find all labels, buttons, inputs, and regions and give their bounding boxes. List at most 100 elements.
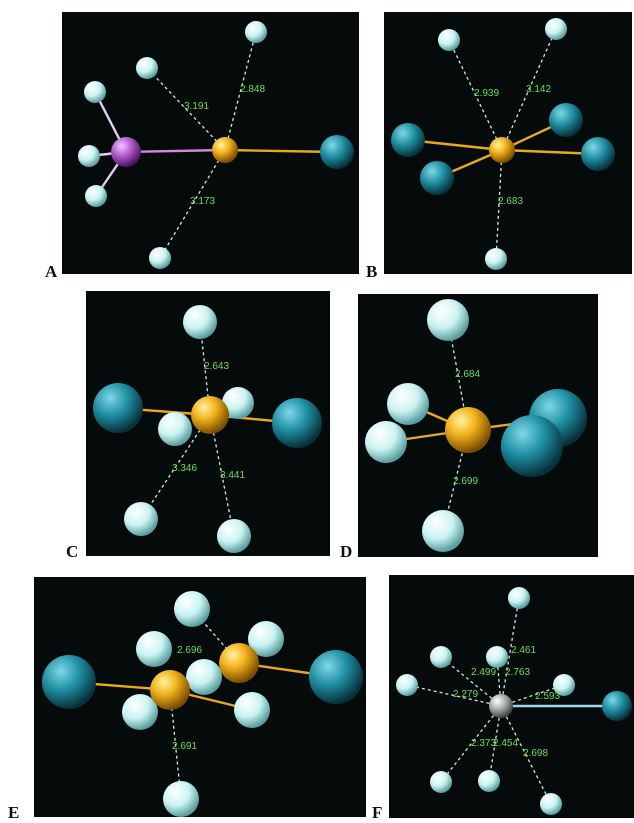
hydrogen-atom bbox=[163, 781, 199, 817]
hydrogen-atom bbox=[124, 502, 158, 536]
panel-label-c: C bbox=[66, 542, 79, 561]
hbond-line bbox=[146, 67, 226, 151]
hbond-line bbox=[501, 28, 557, 151]
hbond-line bbox=[209, 414, 235, 537]
hbond-line bbox=[500, 684, 565, 707]
hydrogen-atom bbox=[486, 646, 508, 668]
panel-a-molecule: 3.191 2.848 3.173 bbox=[78, 21, 354, 269]
hbond-line bbox=[495, 149, 503, 260]
panel-c: 2.643 3.346 3.441 bbox=[86, 291, 330, 556]
teal-atom bbox=[272, 398, 322, 448]
hydrogen-atom bbox=[540, 793, 562, 815]
hydrogen-atom bbox=[248, 621, 284, 657]
hydrogen-atom bbox=[122, 694, 158, 730]
distance-label: 2.684 bbox=[455, 369, 480, 380]
bond-line bbox=[125, 148, 226, 154]
gold-atom bbox=[150, 670, 190, 710]
hydrogen-atom bbox=[183, 305, 217, 339]
panel-a: 3.191 2.848 3.173 bbox=[62, 12, 359, 274]
hydrogen-atom bbox=[545, 18, 567, 40]
hydrogen-atom bbox=[217, 519, 251, 553]
hydrogen-atom bbox=[430, 646, 452, 668]
hbond-line bbox=[488, 705, 502, 782]
hbond-line bbox=[224, 31, 257, 151]
hydrogen-atom bbox=[234, 692, 270, 728]
distance-label: 2.683 bbox=[498, 196, 523, 207]
panel-label-b: B bbox=[366, 262, 378, 281]
distance-label: 2.939 bbox=[474, 88, 499, 99]
hydrogen-atom bbox=[84, 81, 106, 103]
hydrogen-atom bbox=[78, 145, 100, 167]
hydrogen-atom bbox=[553, 674, 575, 696]
hydrogen-atom bbox=[85, 185, 107, 207]
teal-atom bbox=[391, 123, 425, 157]
bond-line bbox=[224, 148, 338, 154]
hbond-line bbox=[440, 656, 502, 707]
hbond-line bbox=[500, 705, 552, 805]
panel-d-molecule: 2.684 2.699 bbox=[365, 299, 587, 552]
teal-atom bbox=[602, 691, 632, 721]
panel-f-molecule: 2.461 2.499 2.763 2.279 2.593 2.373 2.45… bbox=[396, 587, 632, 815]
hydrogen-atom bbox=[186, 659, 222, 695]
teal-atom bbox=[42, 655, 96, 709]
distance-label: 2.461 bbox=[511, 645, 536, 656]
teal-atom bbox=[581, 137, 615, 171]
panel-c-molecule: 2.643 3.346 3.441 bbox=[93, 305, 322, 553]
distance-label: 2.691 bbox=[172, 741, 197, 752]
gold-atom bbox=[219, 643, 259, 683]
distance-label: 2.643 bbox=[204, 361, 229, 372]
panel-d: 2.684 2.699 bbox=[358, 294, 598, 557]
distance-label: 2.696 bbox=[177, 645, 202, 656]
teal-atom bbox=[320, 135, 354, 169]
hydrogen-atom bbox=[427, 299, 469, 341]
gold-atom bbox=[445, 407, 491, 453]
distance-label: 2.279 bbox=[453, 689, 478, 700]
panel-b-molecule: 2.939 3.142 2.683 bbox=[391, 18, 615, 270]
gray-atom bbox=[489, 694, 513, 718]
hydrogen-atom bbox=[485, 248, 507, 270]
hydrogen-atom bbox=[396, 674, 418, 696]
hydrogen-atom bbox=[174, 591, 210, 627]
hydrogen-atom bbox=[158, 412, 192, 446]
gold-atom bbox=[191, 396, 229, 434]
purple-atom bbox=[111, 137, 141, 167]
hydrogen-atom bbox=[430, 771, 452, 793]
distance-label: 2.593 bbox=[535, 691, 560, 702]
hydrogen-atom bbox=[508, 587, 530, 609]
distance-label: 2.499 bbox=[471, 667, 496, 678]
distance-label: 2.699 bbox=[453, 476, 478, 487]
hbond-line bbox=[440, 705, 502, 783]
distance-label: 2.454 bbox=[493, 738, 518, 749]
panel-label-f: F bbox=[372, 803, 383, 822]
distance-label: 3.346 bbox=[172, 463, 197, 474]
distance-label: 2.848 bbox=[240, 84, 265, 95]
hydrogen-atom bbox=[478, 770, 500, 792]
hydrogen-atom bbox=[136, 631, 172, 667]
teal-atom bbox=[309, 650, 363, 704]
hydrogen-atom bbox=[438, 29, 460, 51]
hbond-line bbox=[448, 39, 503, 151]
panel-e: 2.696 2.691 bbox=[34, 577, 366, 817]
hbond-line bbox=[500, 597, 520, 707]
hydrogen-atom bbox=[136, 57, 158, 79]
panel-b: 2.939 3.142 2.683 bbox=[384, 12, 632, 274]
distance-label: 2.698 bbox=[523, 748, 548, 759]
hydrogen-atom bbox=[245, 21, 267, 43]
gold-atom bbox=[489, 137, 515, 163]
teal-atom bbox=[549, 103, 583, 137]
hydrogen-atom bbox=[365, 421, 407, 463]
distance-label: 3.441 bbox=[220, 470, 245, 481]
teal-atom bbox=[420, 161, 454, 195]
panel-e-molecule: 2.696 2.691 bbox=[42, 591, 363, 817]
teal-atom bbox=[501, 415, 563, 477]
distance-label: 2.373 bbox=[471, 738, 496, 749]
hydrogen-atom bbox=[149, 247, 171, 269]
hydrogen-atom bbox=[387, 383, 429, 425]
panel-label-e: E bbox=[8, 803, 20, 822]
hbond-line bbox=[406, 684, 502, 707]
distance-label: 3.191 bbox=[184, 101, 209, 112]
hydrogen-atom bbox=[222, 387, 254, 419]
gold-atom bbox=[212, 137, 238, 163]
panel-label-a: A bbox=[45, 262, 58, 281]
hbond-line bbox=[140, 414, 211, 520]
